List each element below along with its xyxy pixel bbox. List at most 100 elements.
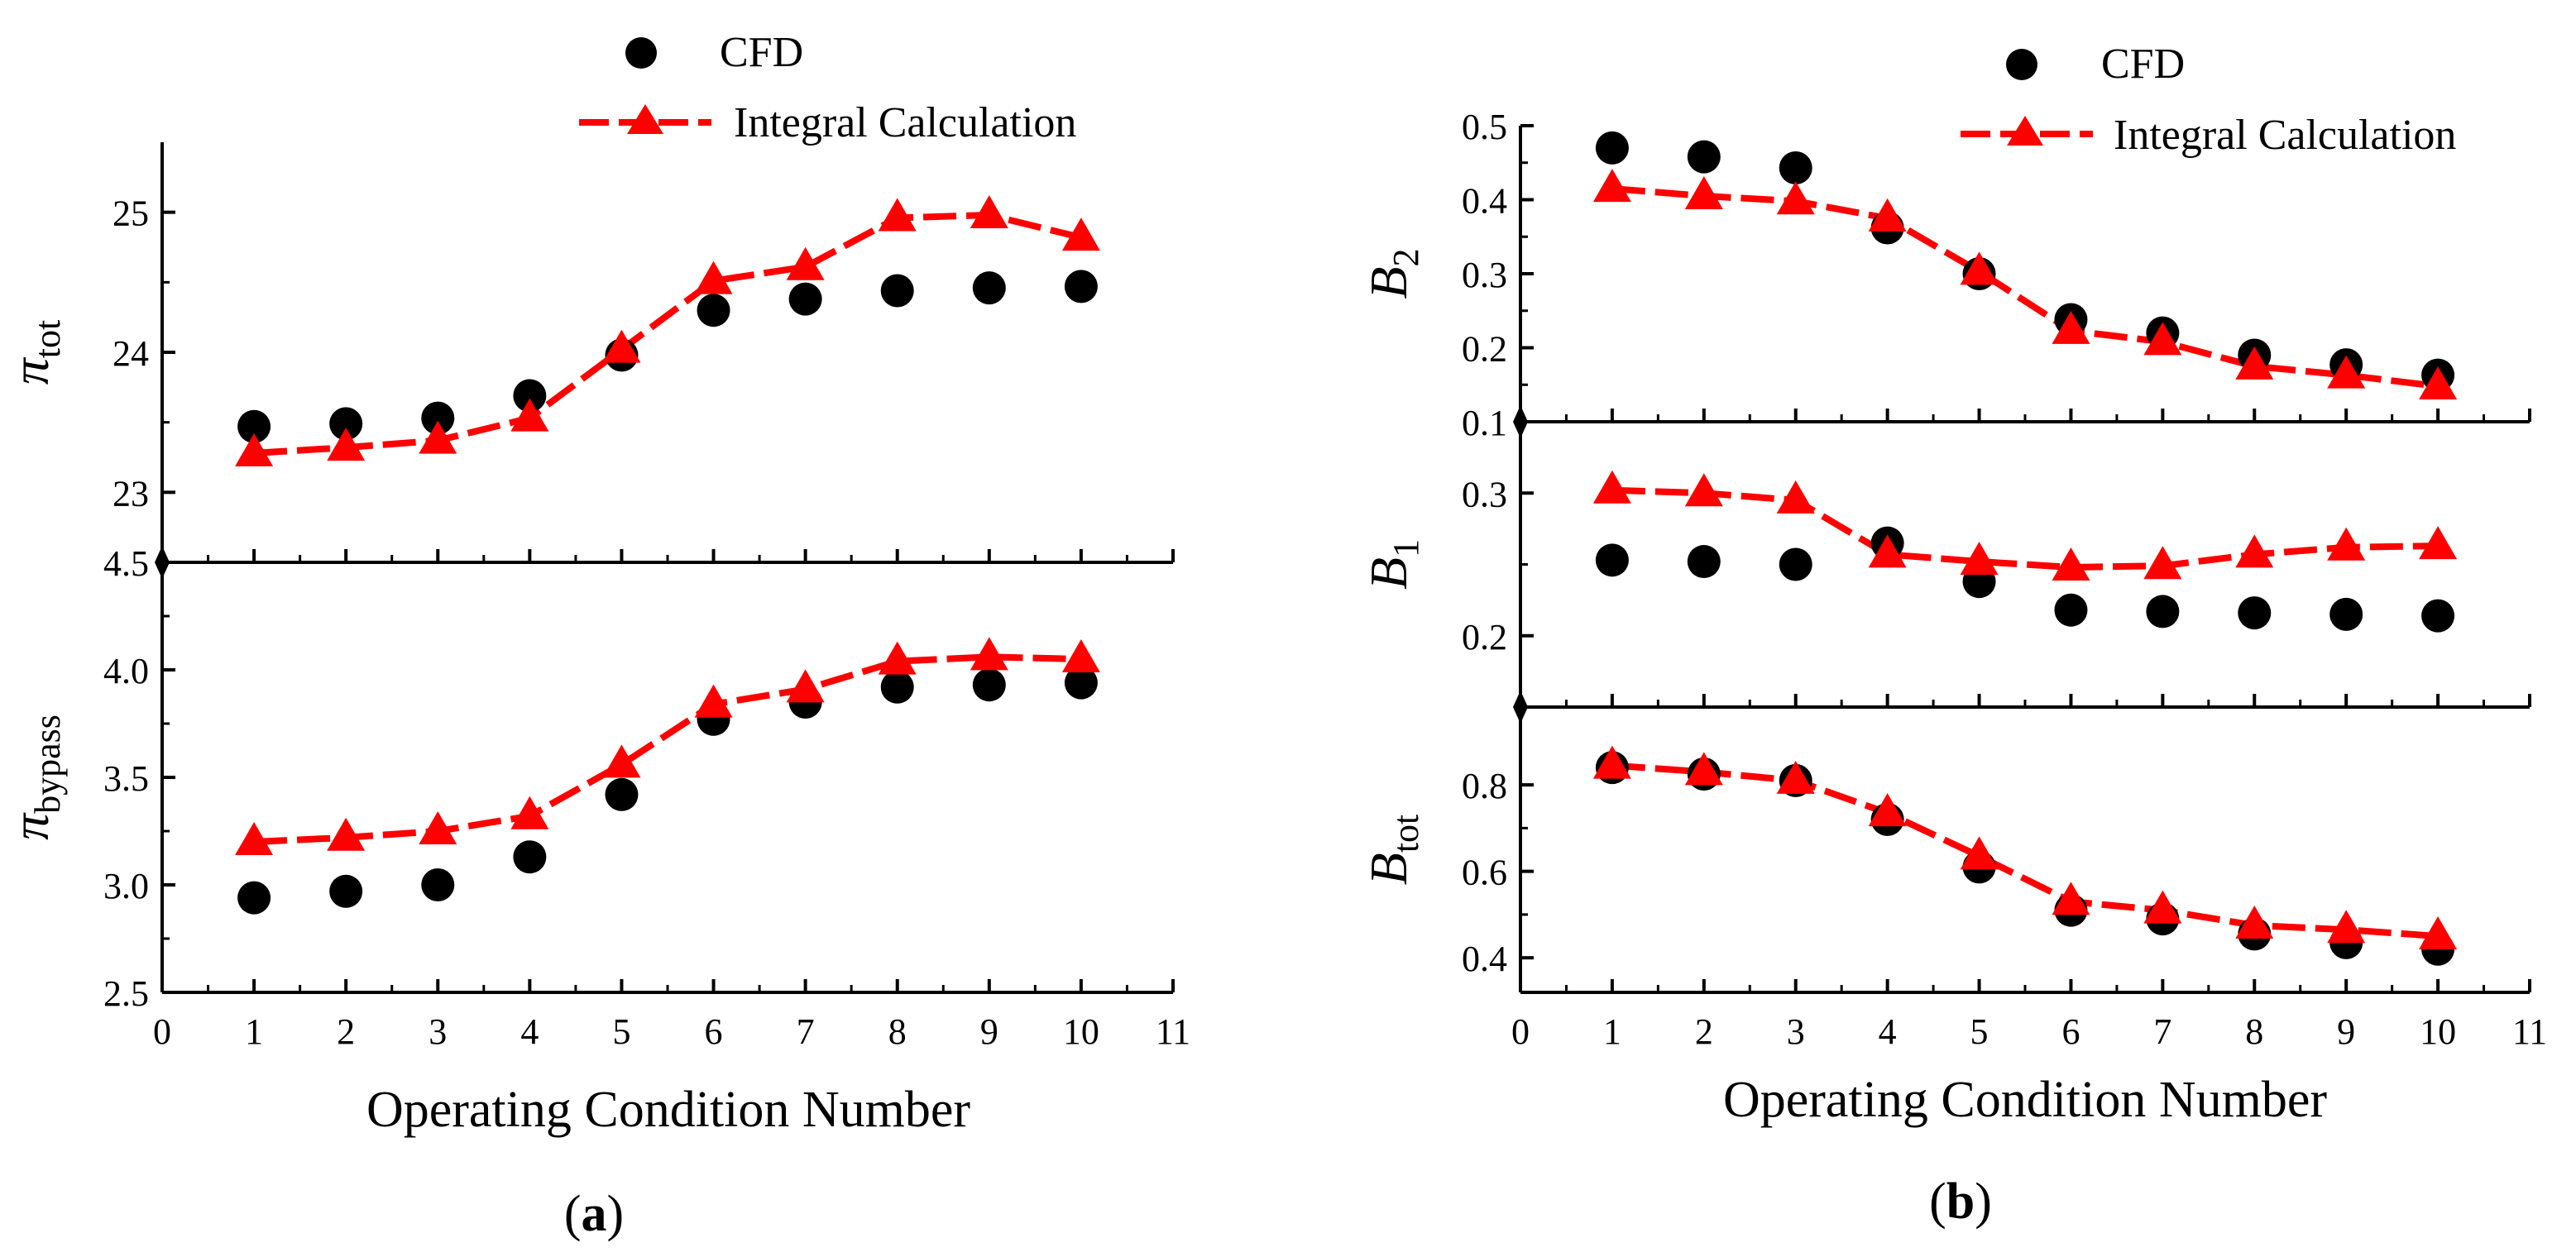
integral-point [2052,547,2090,581]
integral-point [235,433,274,466]
legend-b-integral-marker [2007,116,2043,146]
x-tick-label: 8 [888,1011,907,1052]
y-tick-label: 24 [113,333,149,374]
cfd-point [513,379,547,413]
integral-point [2235,346,2274,380]
cfd-point [237,409,271,443]
integral-point [327,817,366,851]
panel-label-a: (a) [564,1186,624,1242]
cfd-point [1687,140,1721,174]
cfd-point [1595,543,1629,577]
integral-point [510,398,549,432]
integral-point [970,637,1008,671]
y-tick-label: 3.5 [103,758,149,799]
cfd-point [2329,597,2363,631]
integral-point [419,811,457,844]
cfd-point [605,777,639,811]
integral-point [2143,890,2182,924]
x-tick-label: 9 [980,1011,998,1052]
integral-point [1960,542,1999,576]
subplot-4: 0.2 0.3 B1 [1359,422,2531,724]
panel-label-b: (b) [1929,1173,1992,1230]
x-tick-label: 5 [1970,1011,1989,1052]
integral-point [1061,217,1100,251]
y-tick-label: 2.5 [103,973,149,1014]
integral-line [253,212,1082,456]
y-axis-label: B2 [1359,248,1426,299]
integral-point [786,246,825,280]
integral-point [1776,480,1815,514]
legend-a-cfd-label: CFD [720,29,803,76]
x-tick-label: 8 [2245,1011,2263,1052]
xlabel-a: Operating Condition Number [366,1082,970,1138]
y-tick-label: 0.3 [1462,255,1507,295]
x-tick-label: 2 [337,1011,355,1052]
integral-point [2143,322,2182,356]
x-tick-label: 4 [520,1011,539,1052]
integral-point [694,684,733,718]
integral-line [253,653,1082,845]
cfd-point [1779,547,1812,581]
y-axis-label: πbypass [1,715,68,840]
cfd-point [972,271,1006,305]
cfd-point [329,407,363,441]
x-tick-label: 5 [612,1011,630,1052]
integral-point [1868,793,1907,827]
y-tick-label: 4.5 [103,543,149,584]
integral-point [2327,910,2366,944]
cfd-point [972,668,1006,702]
x-tick-label: 4 [1879,1011,1897,1052]
x-tick-label: 1 [1603,1011,1621,1052]
y-tick-label: 0.4 [1462,181,1507,222]
integral-point [1960,836,1999,870]
integral-line [1611,486,2439,571]
cfd-point [2421,599,2455,633]
x-tick-label: 11 [2512,1011,2547,1052]
integral-point [1776,181,1815,215]
legend-b-integral-label: Integral Calculation [2114,112,2456,159]
y-tick-label: 23 [113,473,149,514]
cfd-point [697,294,730,327]
cfd-point [2054,593,2088,627]
cfd-point [329,874,363,908]
integral-point [2235,534,2274,568]
integral-point [419,420,457,454]
integral-point [1592,169,1631,203]
legend-b-cfd-label: CFD [2101,41,2185,88]
integral-point [1592,745,1631,779]
subplot-5: 0 1 2 3 4 5 6 7 8 9 10 11 0.4 0.6 0.8 Btot [1359,707,2547,1052]
x-tick-label: 3 [1787,1011,1805,1052]
x-tick-label: 1 [245,1011,263,1052]
cfd-point [1779,151,1812,185]
y-tick-label: 0.3 [1462,474,1507,514]
x-tick-label: 11 [1156,1011,1190,1052]
y-axis-label: Btot [1359,815,1426,886]
integral-line [1611,185,2439,390]
x-tick-label: 7 [797,1011,815,1052]
x-tick-label: 10 [2420,1011,2456,1052]
y-tick-label: 0.2 [1462,617,1507,657]
y-tick-label: 3.0 [103,866,149,906]
integral-point [878,641,917,675]
legend-a-integral-label: Integral Calculation [734,99,1076,146]
y-tick-label: 0.2 [1462,329,1507,370]
cfd-point [880,274,914,308]
x-tick-label: 3 [429,1011,447,1052]
legend-a-integral-marker [627,104,663,134]
integral-point [235,822,274,855]
integral-point [1684,176,1723,210]
integral-point [1776,760,1815,794]
legend-a-cfd-marker [625,37,657,69]
integral-point [327,428,366,461]
cfd-point [421,868,455,901]
x-tick-label: 0 [1511,1011,1530,1052]
cfd-point [1064,666,1098,700]
x-tick-label: 2 [1695,1011,1713,1052]
y-tick-label: 0.6 [1462,853,1507,893]
integral-point [1684,752,1723,786]
y-tick-label: 25 [113,194,149,234]
integral-point [694,260,733,294]
cfd-point [1687,545,1721,579]
